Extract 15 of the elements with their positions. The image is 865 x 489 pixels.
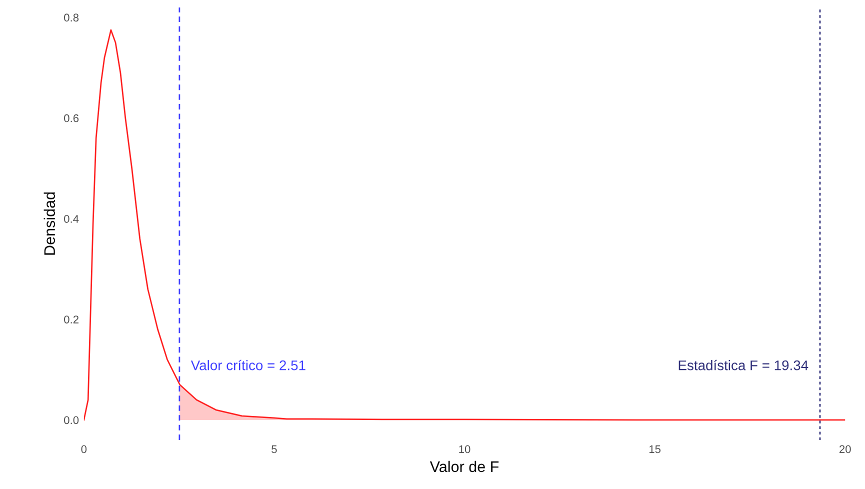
y-axis-title: Densidad — [44, 192, 56, 255]
x-axis-title: Valor de F — [430, 460, 499, 472]
ref-line-label: Estadística F = 19.34 — [678, 360, 808, 370]
x-tick-label: 15 — [649, 445, 661, 454]
x-tick-label: 5 — [272, 445, 277, 454]
y-tick-label: 0.2 — [64, 316, 78, 324]
x-tick-label: 20 — [839, 445, 851, 454]
y-tick-label: 0.8 — [64, 14, 79, 22]
ref-line-label: Valor crítico = 2.51 — [190, 360, 306, 370]
y-tick-label: 0.0 — [64, 416, 79, 424]
x-tick-label: 10 — [459, 445, 470, 454]
x-tick-label: 0 — [81, 445, 87, 454]
y-tick-label: 0.6 — [64, 114, 79, 122]
line-series — [84, 29, 846, 421]
y-tick-label: 0.4 — [64, 214, 79, 223]
